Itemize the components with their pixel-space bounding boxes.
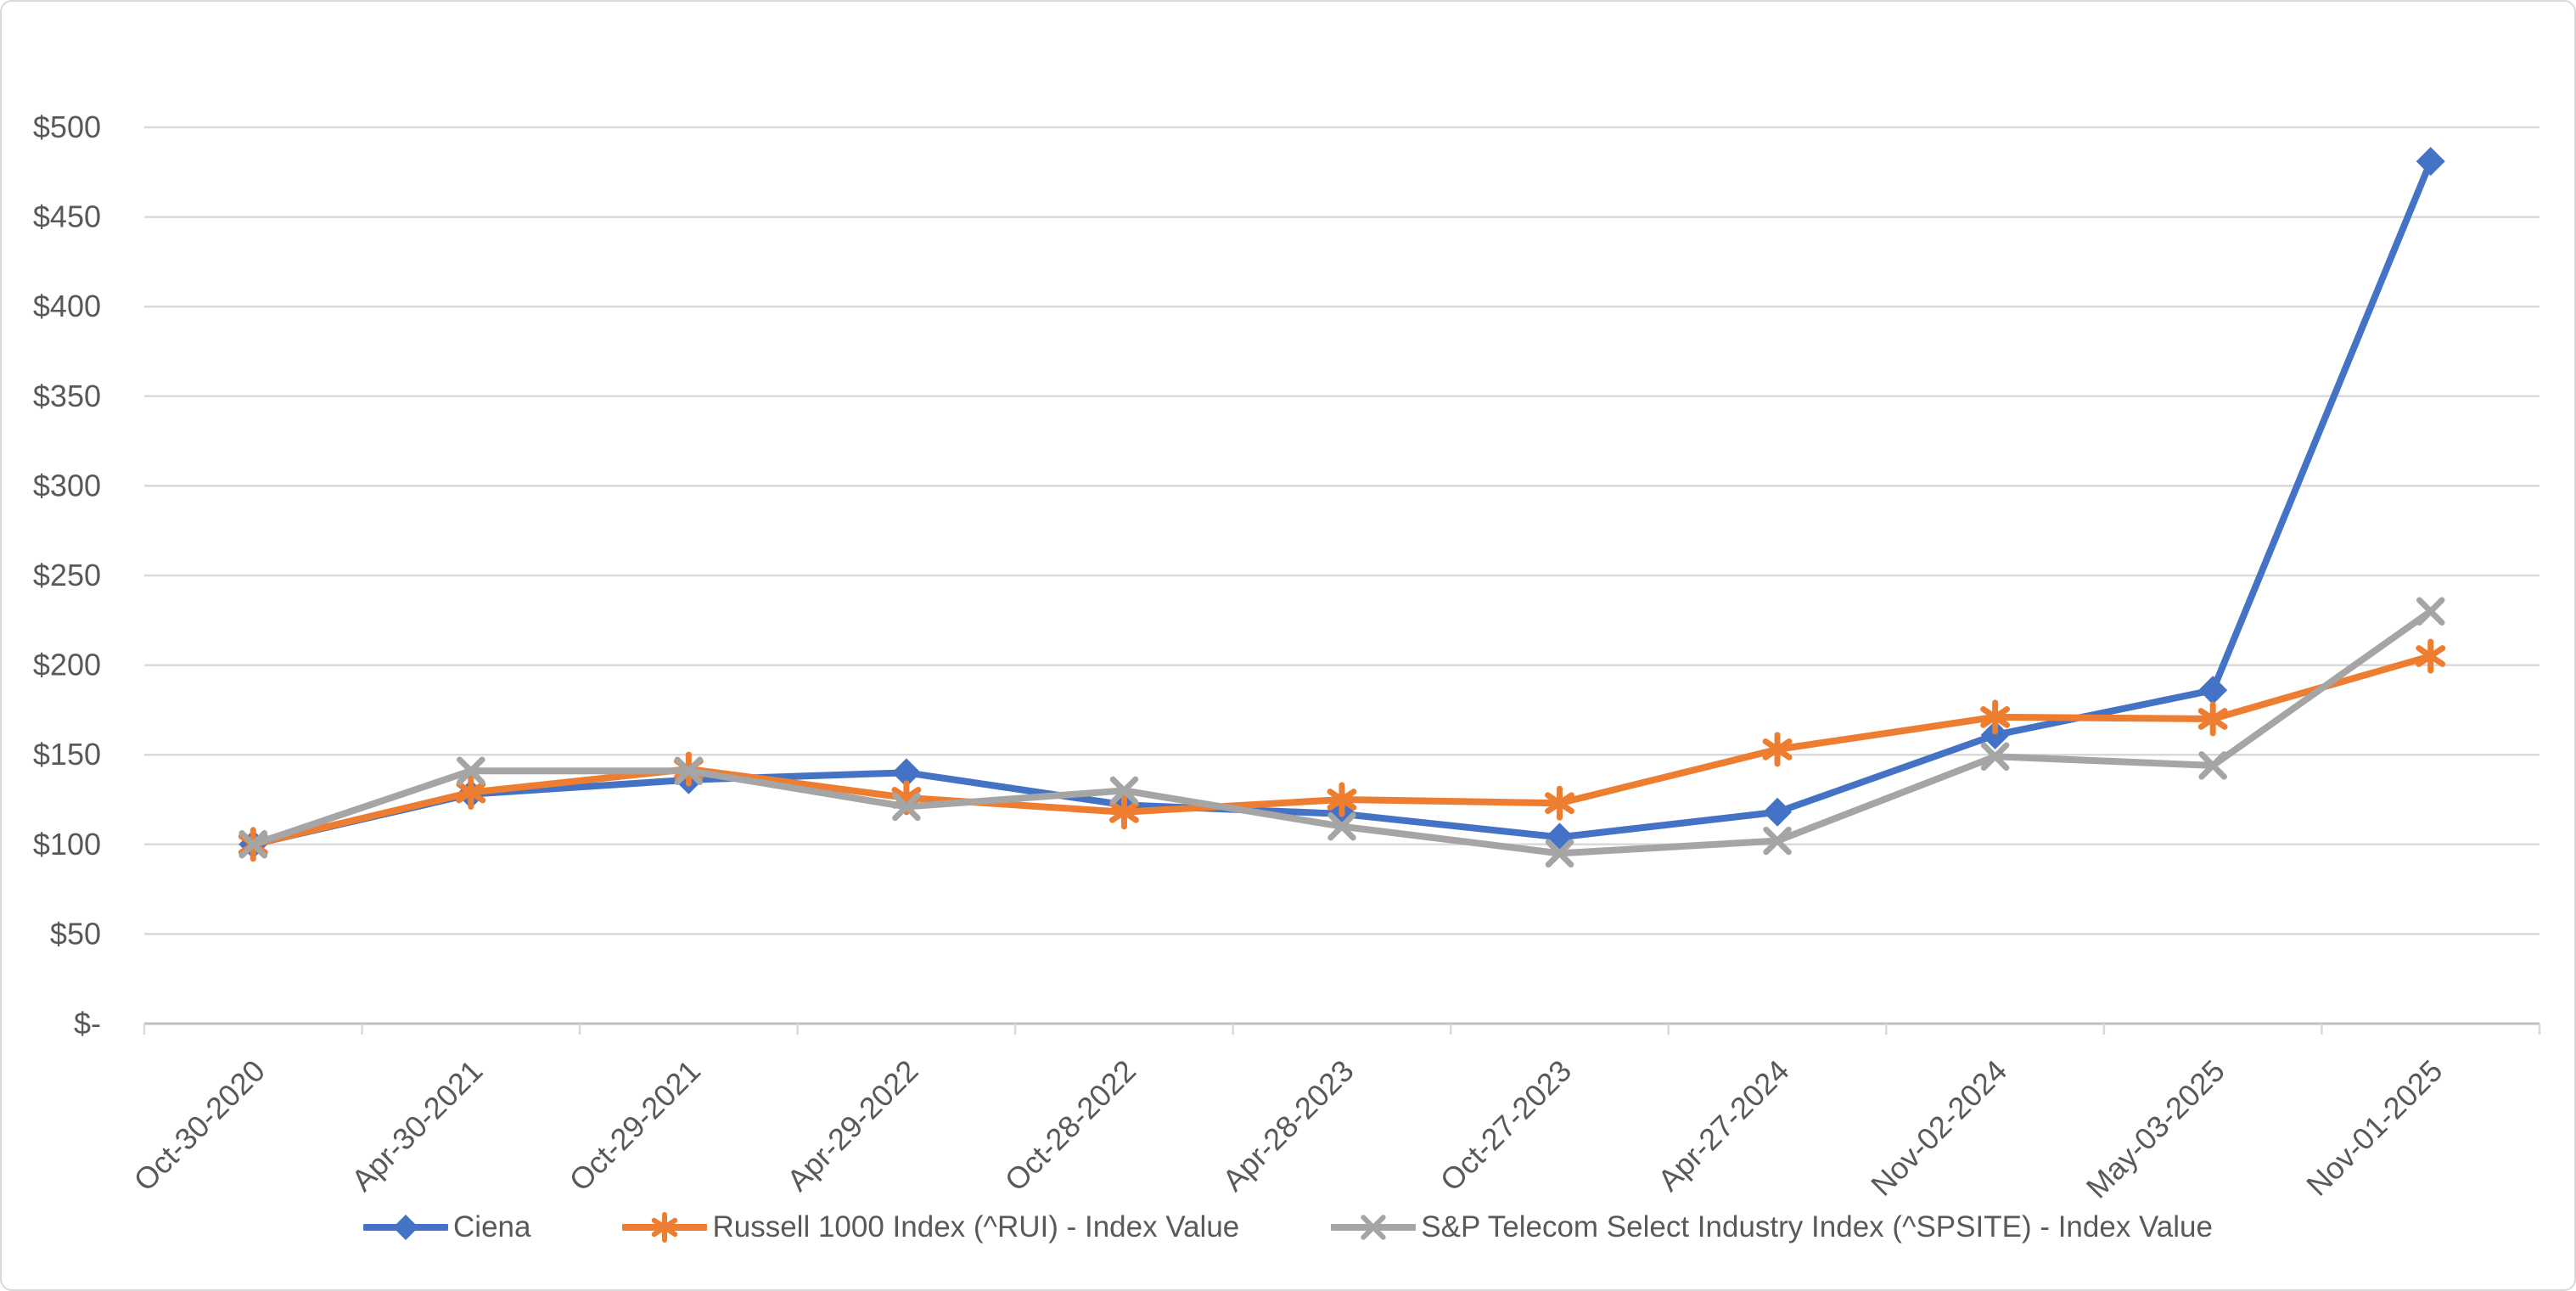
asterisk-marker-icon <box>2197 701 2228 737</box>
x-axis-category-label: Oct-27-2023 <box>1434 1053 1578 1198</box>
y-axis-tick-label: $450 <box>33 199 101 234</box>
y-axis-tick-label: $300 <box>33 468 101 502</box>
series-line-ciena <box>250 158 2434 848</box>
x-axis-category-label: Nov-01-2025 <box>2299 1053 2449 1203</box>
x-axis-category-label: Oct-28-2022 <box>998 1053 1142 1198</box>
y-axis-tick-label: $350 <box>33 379 101 413</box>
legend-label-russell-1000-index: Russell 1000 Index (^RUI) - Index Value <box>712 1210 1240 1243</box>
asterisk-marker-icon <box>652 1212 678 1243</box>
asterisk-marker-icon <box>1980 699 2011 735</box>
asterisk-marker-icon <box>2416 638 2446 674</box>
chart-legend: Ciena Russell 1000 Index (^RUI) - Index … <box>2 1210 2574 1244</box>
asterisk-marker-icon <box>1109 794 1139 830</box>
x-marker-icon <box>1763 826 1792 856</box>
x-marker-icon <box>1361 1215 1386 1240</box>
asterisk-marker-icon <box>456 775 486 811</box>
diamond-marker-icon <box>2416 147 2445 177</box>
x-marker-icon <box>1980 742 2010 772</box>
sp-telecom-line-marker-icon <box>1331 1215 1417 1240</box>
x-marker-icon <box>239 830 268 859</box>
legend-item-ciena: Ciena <box>363 1210 530 1244</box>
y-axis-labels: $- $50 $100 $150 $200 $250 $300 $350 $400 $450 $50… <box>33 109 101 1041</box>
y-axis-tick-label: $250 <box>33 558 101 592</box>
x-axis-category-label: Oct-29-2021 <box>563 1053 707 1198</box>
x-axis-category-label: Apr-30-2021 <box>345 1053 490 1198</box>
y-axis-tick-label: $50 <box>50 916 101 951</box>
russell-1000-line-marker-icon <box>622 1212 708 1243</box>
y-axis-tick-label: $500 <box>33 109 101 144</box>
legend-label-ciena: Ciena <box>453 1210 531 1243</box>
y-axis-tick-label: $200 <box>33 648 101 682</box>
y-axis-tick-label: $- <box>74 1006 101 1041</box>
x-axis-labels: Oct-30-2020 Apr-30-2021 Oct-29-2021 Apr-29-… <box>126 1053 2449 1205</box>
x-axis-category-label: Apr-28-2023 <box>1215 1053 1361 1198</box>
gridlines <box>144 126 2540 935</box>
series-ciena <box>239 147 2445 859</box>
x-axis-ticks <box>143 1024 2541 1035</box>
y-axis-tick-label: $400 <box>33 289 101 323</box>
legend-item-sp-telecom-index: S&P Telecom Select Industry Index (^SPSI… <box>1331 1210 2213 1244</box>
y-axis-tick-label: $100 <box>33 827 101 862</box>
asterisk-marker-icon <box>1327 782 1357 817</box>
series-sp-telecom-index <box>239 597 2445 868</box>
ciena-line-marker-icon <box>363 1215 449 1240</box>
x-marker-icon <box>892 792 921 822</box>
x-marker-icon <box>674 756 704 785</box>
x-axis-category-label: Apr-27-2024 <box>1651 1053 1796 1198</box>
x-marker-icon <box>457 756 485 785</box>
diamond-marker-icon <box>393 1215 419 1240</box>
x-axis-category-label: Apr-29-2022 <box>780 1053 925 1198</box>
diamond-marker-icon <box>1763 797 1793 827</box>
diamond-marker-icon <box>891 758 921 788</box>
x-marker-icon <box>1109 776 1139 805</box>
x-axis-category-label: May-03-2025 <box>2079 1053 2231 1205</box>
x-marker-icon <box>1327 811 1356 841</box>
x-marker-icon <box>2416 597 2445 626</box>
diamond-marker-icon <box>2198 676 2228 705</box>
x-marker-icon <box>2198 751 2227 780</box>
diamond-marker-icon <box>1980 720 2010 749</box>
asterisk-marker-icon <box>1762 732 1793 767</box>
legend-label-sp-telecom-index: S&P Telecom Select Industry Index (^SPSI… <box>1421 1210 2213 1243</box>
y-axis-tick-label: $150 <box>33 737 101 772</box>
legend-item-russell-1000-index: Russell 1000 Index (^RUI) - Index Value <box>622 1210 1239 1244</box>
x-axis-category-label: Nov-02-2024 <box>1864 1053 2013 1203</box>
x-marker-icon <box>1545 839 1574 868</box>
x-axis-category-label: Oct-30-2020 <box>126 1053 271 1198</box>
asterisk-marker-icon <box>1545 785 1574 821</box>
